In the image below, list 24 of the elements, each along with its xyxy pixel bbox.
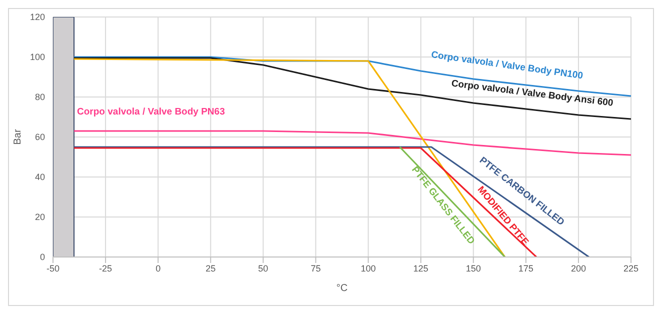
y-tick-label: 20 — [34, 212, 45, 222]
y-tick-label: 0 — [40, 252, 45, 262]
x-tick-label: 75 — [310, 263, 321, 274]
x-tick-label: 0 — [156, 263, 161, 274]
y-tick-label: 80 — [34, 92, 45, 102]
x-tick-label: 200 — [570, 263, 586, 274]
x-tick-label: -50 — [46, 263, 60, 274]
x-tick-label: 175 — [518, 263, 534, 274]
line-series — [73, 130, 631, 156]
x-tick-label: 225 — [623, 263, 639, 274]
x-tick-label: 150 — [466, 263, 481, 274]
x-tick-label: 100 — [360, 263, 376, 274]
x-tick-label: 50 — [258, 263, 268, 274]
y-tick-label: 60 — [34, 132, 45, 142]
text: Corpo valvola / Valve Body Ansi 600 — [450, 78, 614, 109]
x-tick-label: 125 — [413, 263, 428, 274]
x-axis-title: °C — [336, 283, 348, 294]
x-tick-label: 25 — [206, 263, 216, 274]
y-tick-label: 120 — [30, 12, 45, 22]
y-axis-title: Bar — [12, 128, 24, 145]
series-label: Corpo valvola / Valve Body PN63 — [77, 106, 225, 118]
x-tick-label: -25 — [99, 263, 112, 274]
y-tick-label: 100 — [30, 52, 45, 62]
y-tick-label: 40 — [34, 172, 45, 182]
